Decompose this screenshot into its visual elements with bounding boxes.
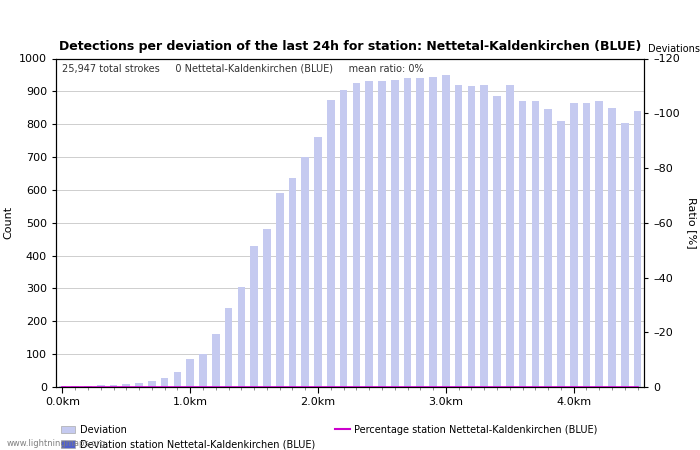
Bar	[225, 308, 232, 387]
Bar	[135, 383, 143, 387]
Bar	[276, 193, 284, 387]
Bar	[404, 78, 412, 387]
Bar	[596, 101, 603, 387]
Bar	[634, 111, 641, 387]
Bar	[288, 178, 296, 387]
Bar	[186, 359, 194, 387]
Bar	[378, 81, 386, 387]
Bar	[263, 230, 271, 387]
Bar	[237, 287, 245, 387]
Bar	[122, 384, 130, 387]
Text: 25,947 total strokes     0 Nettetal-Kaldenkirchen (BLUE)     mean ratio: 0%: 25,947 total strokes 0 Nettetal-Kaldenki…	[62, 63, 424, 73]
Bar	[468, 86, 475, 387]
Bar	[84, 386, 92, 387]
Bar	[519, 101, 526, 387]
Bar	[174, 372, 181, 387]
Text: www.lightningmaps.org: www.lightningmaps.org	[7, 439, 106, 448]
Bar	[314, 137, 322, 387]
Bar	[545, 109, 552, 387]
Bar	[365, 81, 373, 387]
Bar	[251, 246, 258, 387]
Y-axis label: Count: Count	[4, 206, 13, 239]
Bar	[391, 80, 398, 387]
Bar	[416, 78, 424, 387]
Bar	[608, 108, 616, 387]
Title: Detections per deviation of the last 24h for station: Nettetal-Kaldenkirchen (BL: Detections per deviation of the last 24h…	[59, 40, 641, 53]
Bar	[97, 385, 104, 387]
Bar	[71, 386, 79, 387]
Bar	[570, 103, 578, 387]
Bar	[557, 121, 565, 387]
Bar	[621, 122, 629, 387]
Bar	[353, 83, 360, 387]
Bar	[494, 96, 500, 387]
Bar	[455, 85, 463, 387]
Bar	[302, 157, 309, 387]
Bar	[199, 354, 206, 387]
Bar	[148, 381, 155, 387]
Bar	[442, 75, 449, 387]
Bar	[531, 101, 539, 387]
Bar	[582, 103, 590, 387]
Legend: Deviation, Deviation station Nettetal-Kaldenkirchen (BLUE), Percentage station N: Deviation, Deviation station Nettetal-Ka…	[61, 425, 598, 450]
Bar	[161, 378, 169, 387]
Bar	[429, 76, 437, 387]
Bar	[110, 385, 118, 387]
Y-axis label: Ratio [%]: Ratio [%]	[687, 197, 696, 248]
Bar	[327, 99, 335, 387]
Bar	[212, 334, 220, 387]
Text: Deviations: Deviations	[648, 45, 700, 54]
Bar	[506, 85, 514, 387]
Bar	[340, 90, 347, 387]
Bar	[480, 85, 488, 387]
